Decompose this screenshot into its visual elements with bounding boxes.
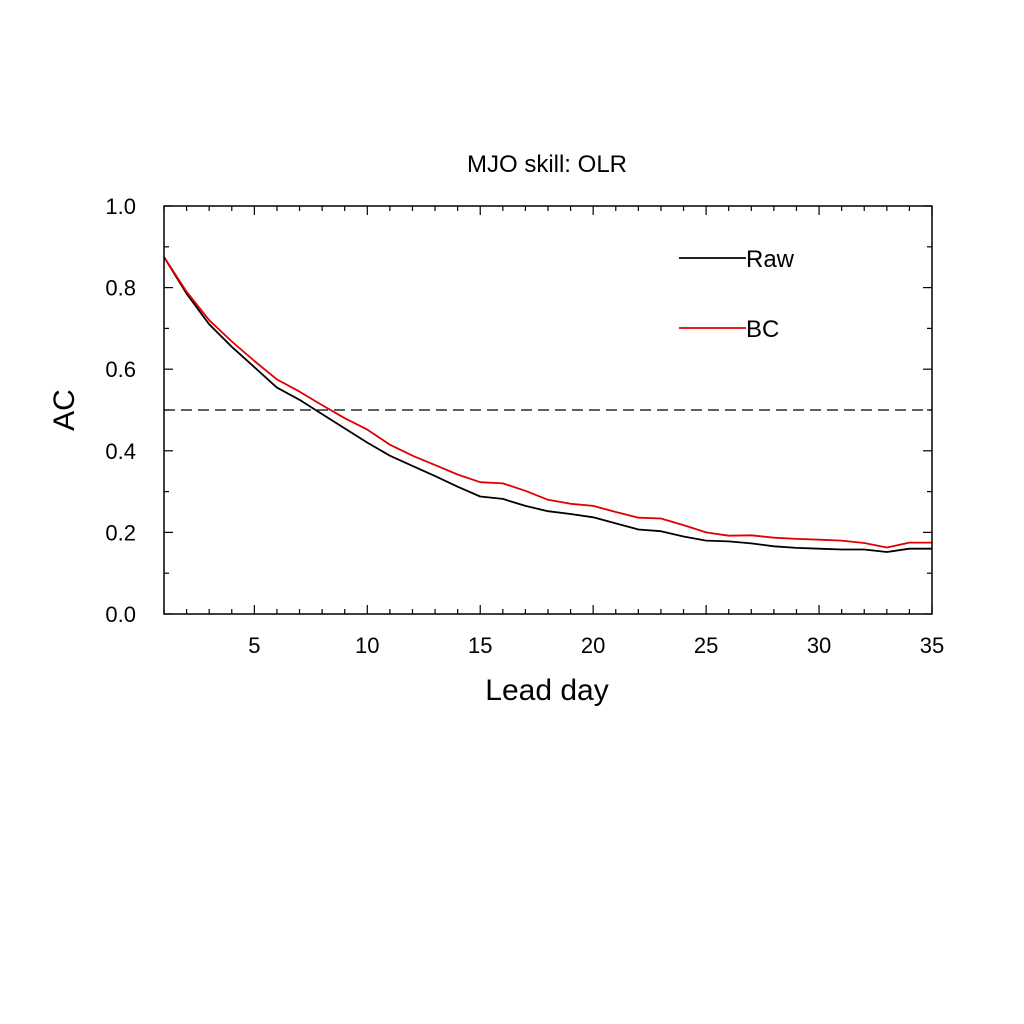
series-line-raw: [163, 256, 932, 553]
y-tick-label: 0.0: [105, 602, 136, 627]
legend-label-bc: BC: [746, 316, 779, 343]
y-tick-label: 0.2: [105, 520, 136, 545]
chart-title: MJO skill: OLR: [467, 151, 627, 178]
y-tick-label: 0.4: [105, 439, 136, 464]
y-tick-label: 0.8: [105, 276, 136, 301]
series-layer: [163, 256, 932, 553]
tick-labels: 5 10 15 20 25 30 35 0.0 0.2 0.4 0.6 0.8 1.0: [105, 194, 944, 658]
axis-ticks: [163, 205, 933, 615]
y-tick-label: 0.6: [105, 357, 136, 382]
x-tick-label: 35: [920, 633, 944, 658]
x-tick-label: 15: [468, 633, 492, 658]
y-tick-label: 1.0: [105, 194, 136, 219]
legend: Raw BC: [679, 246, 795, 343]
x-tick-label: 5: [248, 633, 260, 658]
y-axis-title: AC: [48, 389, 81, 431]
x-tick-label: 10: [355, 633, 379, 658]
x-tick-label: 25: [694, 633, 718, 658]
x-tick-label: 20: [581, 633, 605, 658]
legend-label-raw: Raw: [746, 246, 795, 273]
x-tick-label: 30: [807, 633, 831, 658]
series-line-bc: [163, 256, 932, 549]
x-axis-title: Lead day: [485, 674, 608, 707]
